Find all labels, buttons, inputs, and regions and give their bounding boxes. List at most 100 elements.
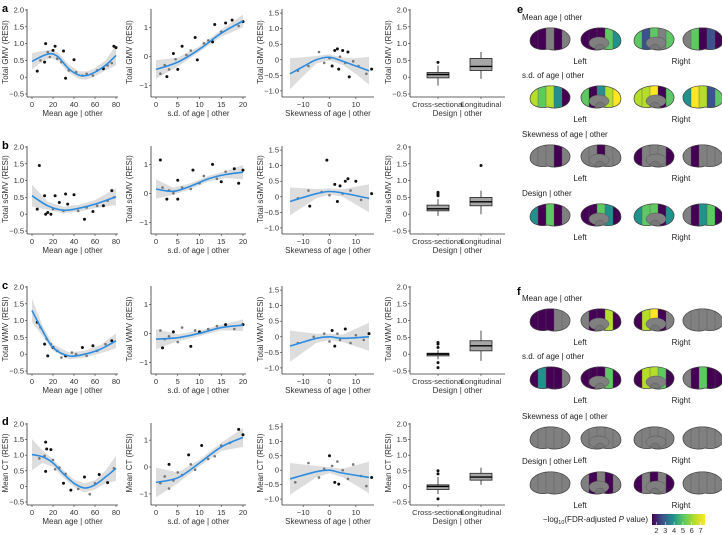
brain-region: [612, 27, 621, 51]
row-b: b −0.5 0 0.5 1.0 1.5 2.0 Total sGMV (RESI) Mean …: [1, 140, 505, 255]
y-tick-label: 1.0: [269, 437, 279, 446]
brain-outline: [580, 144, 622, 168]
brain-region: [682, 27, 692, 51]
data-point: [317, 50, 321, 54]
y-tick-label: 0: [144, 52, 148, 61]
brain-region: [690, 203, 700, 227]
data-point: [328, 340, 331, 343]
data-point: [104, 342, 107, 346]
panel-label-c: c: [2, 280, 8, 292]
colorbar: 2 3 4 5 6 7 −log10(FDR-adjusted P value): [543, 514, 705, 535]
brain-outline: [682, 308, 722, 332]
brain-region: [698, 471, 708, 495]
y-tick-label: 1.0: [14, 316, 24, 325]
y-tick-label: 2.0: [397, 143, 407, 152]
y-tick-label: 2.0: [397, 420, 407, 429]
y-tick-label: −0.5: [9, 367, 24, 376]
x-tick-label: 20: [239, 377, 247, 386]
data-point: [43, 342, 47, 346]
brain-outline: [682, 85, 722, 109]
data-point: [44, 42, 48, 46]
brain-region: [553, 27, 563, 51]
brain-region: [665, 471, 675, 495]
boxplot-cross-sectional: [426, 340, 450, 370]
hemisphere-label-left: Left: [573, 57, 587, 66]
brain-regions: [580, 471, 621, 495]
brain-region: [634, 85, 643, 109]
data-point: [202, 42, 206, 45]
brain-regions: [682, 203, 722, 227]
brain-region: [530, 85, 539, 109]
brain-row-title: s.d. of age | other: [522, 71, 584, 80]
x-tick-label: 10: [352, 508, 360, 517]
x-tick-label: Longitudinal: [461, 377, 502, 386]
fit-curve: [155, 324, 244, 340]
y-axis-title: Total GMV (RESI): [1, 20, 10, 84]
y-tick-label: 1.5: [397, 22, 407, 31]
x-tick-label: 0: [154, 100, 158, 109]
brain-region: [698, 85, 708, 109]
data-point: [35, 207, 39, 211]
y-tick-label: −0.5: [264, 348, 279, 357]
data-point: [176, 197, 180, 201]
data-point: [346, 177, 350, 181]
brain-row: Mean age | other Left Right: [522, 13, 722, 66]
brain-region: [634, 366, 643, 390]
data-point: [43, 60, 47, 64]
brain-region: [714, 366, 722, 390]
data-point: [206, 327, 210, 331]
x-tick-label: 0: [327, 377, 331, 386]
y-axis-title: Total GMV (RESI): [384, 20, 393, 84]
colorbar-gradient: [652, 514, 705, 525]
brain-regions: [634, 426, 675, 450]
y-axis-title: Total WMV (RESI): [384, 296, 393, 361]
y-axis-title: Total sGMV (RESI): [125, 155, 134, 223]
x-tick-label: 5: [176, 377, 180, 386]
y-tick-label: 1: [144, 23, 148, 32]
data-point: [213, 22, 217, 26]
data-point: [233, 327, 236, 331]
data-point: [206, 457, 210, 461]
data-point: [159, 329, 162, 332]
hemisphere-label-left: Left: [573, 396, 587, 405]
brain-regions: [580, 27, 621, 51]
y-tick-label: −0.5: [264, 208, 279, 217]
brain-outline: [682, 144, 722, 168]
brain-region: [612, 144, 621, 168]
plot-b-1: −0.5 0 0.5 1.0 1.5 2.0 Total sGMV (RESI) Mean a…: [1, 143, 120, 256]
data-point: [176, 178, 180, 182]
brain-region: [706, 144, 716, 168]
data-point: [202, 174, 206, 178]
plot-c-1: −0.5 0 0.5 1.0 1.5 2.0 Total WMV (RESI) Mean ag…: [1, 283, 120, 396]
x-tick-label: −10: [297, 237, 310, 246]
y-tick-label: 0.5: [397, 466, 407, 475]
brain-regions: [682, 85, 722, 109]
x-tick-label: 80: [112, 377, 120, 386]
brain-region: [706, 308, 716, 332]
data-point: [213, 454, 217, 458]
brain-region: [561, 203, 571, 227]
x-axis-title: Skewness of age | other: [285, 386, 371, 395]
y-tick-label: 0.5: [14, 56, 24, 65]
x-tick-label: 0: [327, 100, 331, 109]
right-medial-view: [633, 203, 675, 227]
y-tick-label: 1.0: [14, 451, 24, 460]
brain-regions: [580, 144, 621, 168]
left-medial-view: [580, 85, 622, 109]
brain-outline: [529, 366, 571, 390]
brainstem: [594, 382, 606, 390]
left-lateral-view: [529, 85, 571, 109]
hemisphere-label-right: Right: [672, 501, 691, 510]
brain-region: [580, 308, 590, 332]
colorbar-label: −log10(FDR-adjusted P value): [543, 515, 648, 526]
boxplot-cross-sectional: [426, 60, 450, 86]
fit-curve: [155, 436, 244, 484]
data-point: [53, 44, 57, 48]
left-medial-view: [580, 27, 622, 51]
data-point: [83, 217, 86, 221]
data-point: [191, 168, 195, 172]
brain-region: [634, 426, 643, 450]
brain-region: [580, 85, 590, 109]
y-tick-label: 0.5: [14, 333, 24, 342]
